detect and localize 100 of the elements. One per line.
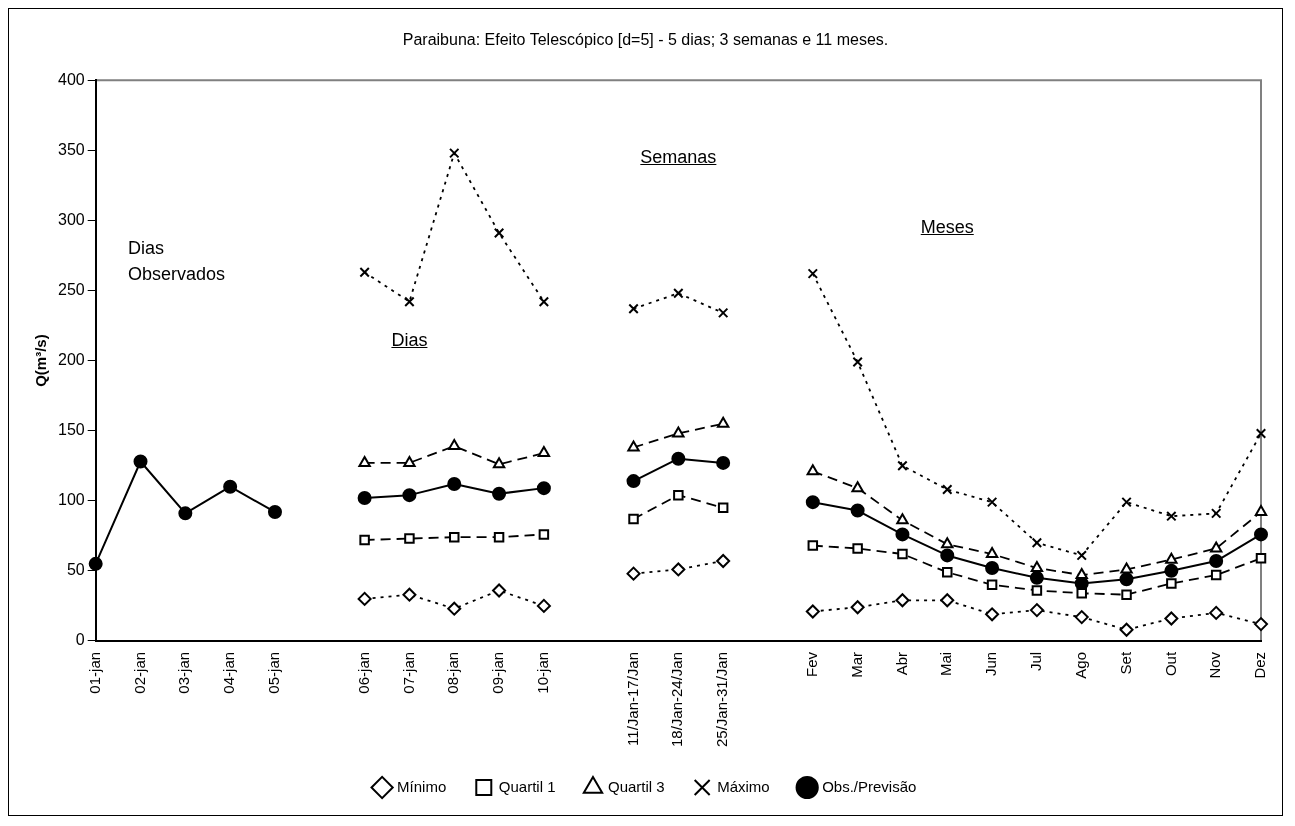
point <box>806 464 819 476</box>
legend-label: Quartil 3 <box>607 777 665 795</box>
point <box>807 268 819 279</box>
x-tick-label: Jul <box>1027 651 1045 672</box>
point <box>985 607 1000 622</box>
point <box>1029 570 1044 585</box>
point <box>942 484 953 495</box>
point <box>1165 552 1178 564</box>
point <box>537 446 551 458</box>
x-tick-label: 01-jan <box>85 651 103 694</box>
x-tick-label: 02-jan <box>130 651 148 694</box>
point <box>942 567 953 578</box>
point <box>628 303 639 314</box>
point <box>1029 603 1044 618</box>
point <box>493 227 505 239</box>
point <box>895 593 910 608</box>
x-tick-label: 11/Jan-17/Jan <box>623 651 641 746</box>
x-tick-label: Out <box>1161 651 1179 677</box>
point <box>985 561 1000 576</box>
x-tick-label: 07-jan <box>399 651 417 694</box>
point <box>1210 569 1222 581</box>
legend-label: Máximo <box>717 777 770 795</box>
point <box>359 534 370 546</box>
point <box>403 455 416 467</box>
x-tick-label: 08-jan <box>444 651 462 694</box>
y-tick-label: 0 <box>75 631 85 649</box>
point <box>1166 578 1177 589</box>
legend-label: Obs./Previsão <box>822 777 917 795</box>
point <box>850 503 865 518</box>
point <box>852 543 863 554</box>
point <box>449 147 460 159</box>
point <box>626 474 641 489</box>
x-tick-label: 04-jan <box>220 651 238 694</box>
point <box>536 481 551 496</box>
point <box>1119 572 1134 587</box>
point <box>805 495 820 510</box>
x-tick-label: Mar <box>847 651 865 678</box>
point <box>1074 610 1089 625</box>
x-tick-label: 03-jan <box>175 651 193 694</box>
point <box>673 489 684 501</box>
point <box>807 540 819 551</box>
point <box>1209 554 1224 569</box>
point <box>402 587 417 602</box>
point <box>133 454 148 469</box>
point <box>536 598 551 613</box>
x-tick-label: Dez <box>1251 651 1269 679</box>
point <box>851 481 864 493</box>
x-tick-label: 05-jan <box>265 651 283 694</box>
point <box>627 440 640 452</box>
y-tick-label: 250 <box>57 280 85 298</box>
x-tick-label: Set <box>1116 651 1134 675</box>
x-tick-label: 25/Jan-31/Jan <box>713 651 731 748</box>
annotation: Semanas <box>640 146 717 170</box>
x-tick-label: 10-jan <box>534 651 552 694</box>
point <box>1209 605 1224 620</box>
point <box>447 476 462 491</box>
point <box>1121 496 1132 508</box>
point <box>1164 611 1179 626</box>
y-tick-label: 50 <box>66 561 85 579</box>
point <box>267 504 282 519</box>
y-axis-title: Q(m³/s) <box>32 334 50 387</box>
point <box>1121 589 1132 600</box>
annotation: Meses <box>920 216 974 240</box>
point <box>897 460 908 471</box>
point <box>1030 561 1044 573</box>
point <box>628 513 639 525</box>
point <box>1254 504 1268 516</box>
point <box>1164 563 1179 578</box>
point <box>358 455 371 467</box>
point <box>1076 588 1087 599</box>
point <box>716 554 731 569</box>
point <box>941 537 954 549</box>
point <box>448 439 461 451</box>
x-tick-label: 09-jan <box>489 651 507 694</box>
point <box>1255 428 1267 439</box>
point <box>896 513 909 525</box>
x-tick-label: Fev <box>802 651 820 677</box>
y-tick-label: 100 <box>57 491 85 509</box>
point <box>357 591 372 606</box>
point <box>673 288 684 299</box>
point <box>1031 537 1043 549</box>
y-tick-label: 350 <box>57 140 85 158</box>
point <box>850 600 865 615</box>
point <box>538 296 550 307</box>
point <box>717 502 729 513</box>
point <box>492 583 507 598</box>
legend-label: Quartil 1 <box>498 777 556 795</box>
y-tick-label: 150 <box>57 421 85 439</box>
point <box>88 556 103 571</box>
point <box>1076 550 1087 561</box>
point <box>940 593 955 608</box>
point <box>1166 510 1177 522</box>
point <box>1254 527 1268 542</box>
x-tick-label: 06-jan <box>354 651 372 694</box>
point <box>805 604 820 619</box>
point <box>223 479 238 494</box>
x-tick-label: Abr <box>892 651 910 676</box>
legend-label: Mínimo <box>397 777 447 795</box>
point <box>404 296 415 307</box>
point <box>671 562 686 577</box>
